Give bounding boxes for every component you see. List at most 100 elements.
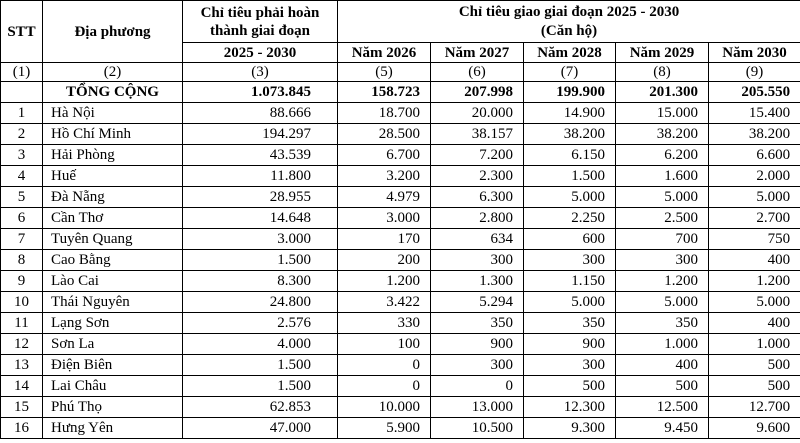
table-row: 16 Hưng Yên 47.000 5.900 10.500 9.300 9.450 9.6… <box>0 417 800 439</box>
row-province-name: Đà Nẵng <box>42 186 183 208</box>
row-stt: 12 <box>0 333 43 355</box>
row-year-value: 1.500 <box>523 165 616 187</box>
row-year-value: 3.422 <box>337 291 431 313</box>
row-year-value: 5.000 <box>523 291 616 313</box>
table-row: 13 Điện Biên 1.500 0 300 300 400 500 <box>0 354 800 376</box>
row-year-value: 500 <box>523 375 616 397</box>
row-year-value: 400 <box>707 249 800 271</box>
total-stt-empty <box>0 81 43 103</box>
row-stt: 2 <box>0 123 43 145</box>
row-year-value: 300 <box>523 354 616 376</box>
row-year-value: 1.600 <box>615 165 709 187</box>
row-year-value: 12.300 <box>523 396 616 418</box>
table-row: 4 Huế 11.800 3.200 2.300 1.500 1.600 2.000 <box>0 165 800 187</box>
header-year-row: 2025 - 2030 Năm 2026 Năm 2027 Năm 2028 N… <box>1 42 800 63</box>
row-year-value: 700 <box>615 228 709 250</box>
row-year-value: 9.450 <box>615 417 709 439</box>
row-total-target: 1.500 <box>182 249 338 271</box>
row-province-name: Hải Phòng <box>42 144 183 166</box>
table-row: 14 Lai Châu 1.500 0 0 500 500 500 <box>0 375 800 397</box>
row-year-value: 1.150 <box>523 270 616 292</box>
row-province-name: Huế <box>42 165 183 187</box>
row-year-value: 38.157 <box>430 123 524 145</box>
row-year-value: 3.000 <box>337 207 431 229</box>
row-total-target: 14.648 <box>182 207 338 229</box>
colnum-2: (2) <box>42 62 183 82</box>
row-year-value: 0 <box>430 375 524 397</box>
row-year-value: 0 <box>337 375 431 397</box>
row-year-value: 14.900 <box>523 102 616 124</box>
row-year-value: 170 <box>337 228 431 250</box>
row-total-target: 3.000 <box>182 228 338 250</box>
header-chi-tieu-giao-line1: Chỉ tiêu giao giai đoạn 2025 - 2030 <box>458 3 680 20</box>
row-province-name: Lào Cai <box>42 270 183 292</box>
table-row: 1 Hà Nội 88.666 18.700 20.000 14.900 15.000 15.… <box>0 102 800 124</box>
row-year-value: 5.900 <box>337 417 431 439</box>
row-province-name: Cần Thơ <box>42 207 183 229</box>
row-year-value: 7.200 <box>430 144 524 166</box>
colnum-6: (6) <box>430 62 524 82</box>
table-row: 9 Lào Cai 8.300 1.200 1.300 1.150 1.200 1.200 <box>0 270 800 292</box>
row-year-value: 15.000 <box>615 102 709 124</box>
row-year-value: 12.700 <box>707 396 800 418</box>
row-year-value: 1.200 <box>707 270 800 292</box>
row-year-value: 5.000 <box>707 186 800 208</box>
header-group-row: STT Địa phương Chỉ tiêu phải hoàn thành … <box>0 0 800 63</box>
table-header: STT Địa phương Chỉ tiêu phải hoàn thành … <box>0 0 800 82</box>
row-stt: 6 <box>0 207 43 229</box>
row-province-name: Sơn La <box>42 333 183 355</box>
row-total-target: 1.500 <box>182 375 338 397</box>
colnum-3: (3) <box>182 62 338 82</box>
header-year-2027: Năm 2027 <box>430 42 524 63</box>
row-year-value: 5.294 <box>430 291 524 313</box>
row-total-target: 47.000 <box>182 417 338 439</box>
row-year-value: 6.600 <box>707 144 800 166</box>
row-year-value: 15.400 <box>707 102 800 124</box>
row-total-target: 2.576 <box>182 312 338 334</box>
row-year-value: 2.500 <box>615 207 709 229</box>
header-year-2028: Năm 2028 <box>523 42 616 63</box>
table-row: 8 Cao Bằng 1.500 200 300 300 300 400 <box>0 249 800 271</box>
row-year-value: 300 <box>523 249 616 271</box>
total-2027: 207.998 <box>430 81 524 103</box>
row-year-value: 300 <box>615 249 709 271</box>
row-province-name: Phú Thọ <box>42 396 183 418</box>
row-year-value: 750 <box>707 228 800 250</box>
row-province-name: Điện Biên <box>42 354 183 376</box>
total-2030: 205.550 <box>707 81 800 103</box>
row-stt: 16 <box>0 417 43 439</box>
colnum-1: (1) <box>0 62 43 82</box>
row-province-name: Lai Châu <box>42 375 183 397</box>
row-year-value: 38.200 <box>523 123 616 145</box>
row-year-value: 5.000 <box>615 291 709 313</box>
row-year-value: 634 <box>430 228 524 250</box>
row-stt: 4 <box>0 165 43 187</box>
header-dia-phuong: Địa phương <box>42 0 183 63</box>
row-total-target: 11.800 <box>182 165 338 187</box>
row-year-value: 100 <box>337 333 431 355</box>
row-year-value: 18.700 <box>337 102 431 124</box>
table-row: 2 Hồ Chí Minh 194.297 28.500 38.157 38.200 38.… <box>0 123 800 145</box>
table-row: 10 Thái Nguyên 24.800 3.422 5.294 5.000 5.000 5… <box>0 291 800 313</box>
row-stt: 1 <box>0 102 43 124</box>
row-year-value: 1.300 <box>430 270 524 292</box>
row-year-value: 6.150 <box>523 144 616 166</box>
row-year-value: 300 <box>430 354 524 376</box>
header-year-2026: Năm 2026 <box>337 42 431 63</box>
row-year-value: 500 <box>707 375 800 397</box>
row-year-value: 4.979 <box>337 186 431 208</box>
row-year-value: 5.000 <box>523 186 616 208</box>
colnum-8: (8) <box>615 62 709 82</box>
colnum-9: (9) <box>707 62 800 82</box>
row-year-value: 500 <box>707 354 800 376</box>
row-total-target: 4.000 <box>182 333 338 355</box>
row-province-name: Thái Nguyên <box>42 291 183 313</box>
row-total-target: 62.853 <box>182 396 338 418</box>
row-year-value: 500 <box>615 375 709 397</box>
row-total-target: 8.300 <box>182 270 338 292</box>
row-year-value: 5.000 <box>707 291 800 313</box>
row-stt: 9 <box>0 270 43 292</box>
table-row: 3 Hải Phòng 43.539 6.700 7.200 6.150 6.200 6.60… <box>0 144 800 166</box>
total-row: TỔNG CỘNG 1.073.845 158.723 207.998 199.… <box>0 81 800 103</box>
table-body: TỔNG CỘNG 1.073.845 158.723 207.998 199.… <box>0 81 800 439</box>
